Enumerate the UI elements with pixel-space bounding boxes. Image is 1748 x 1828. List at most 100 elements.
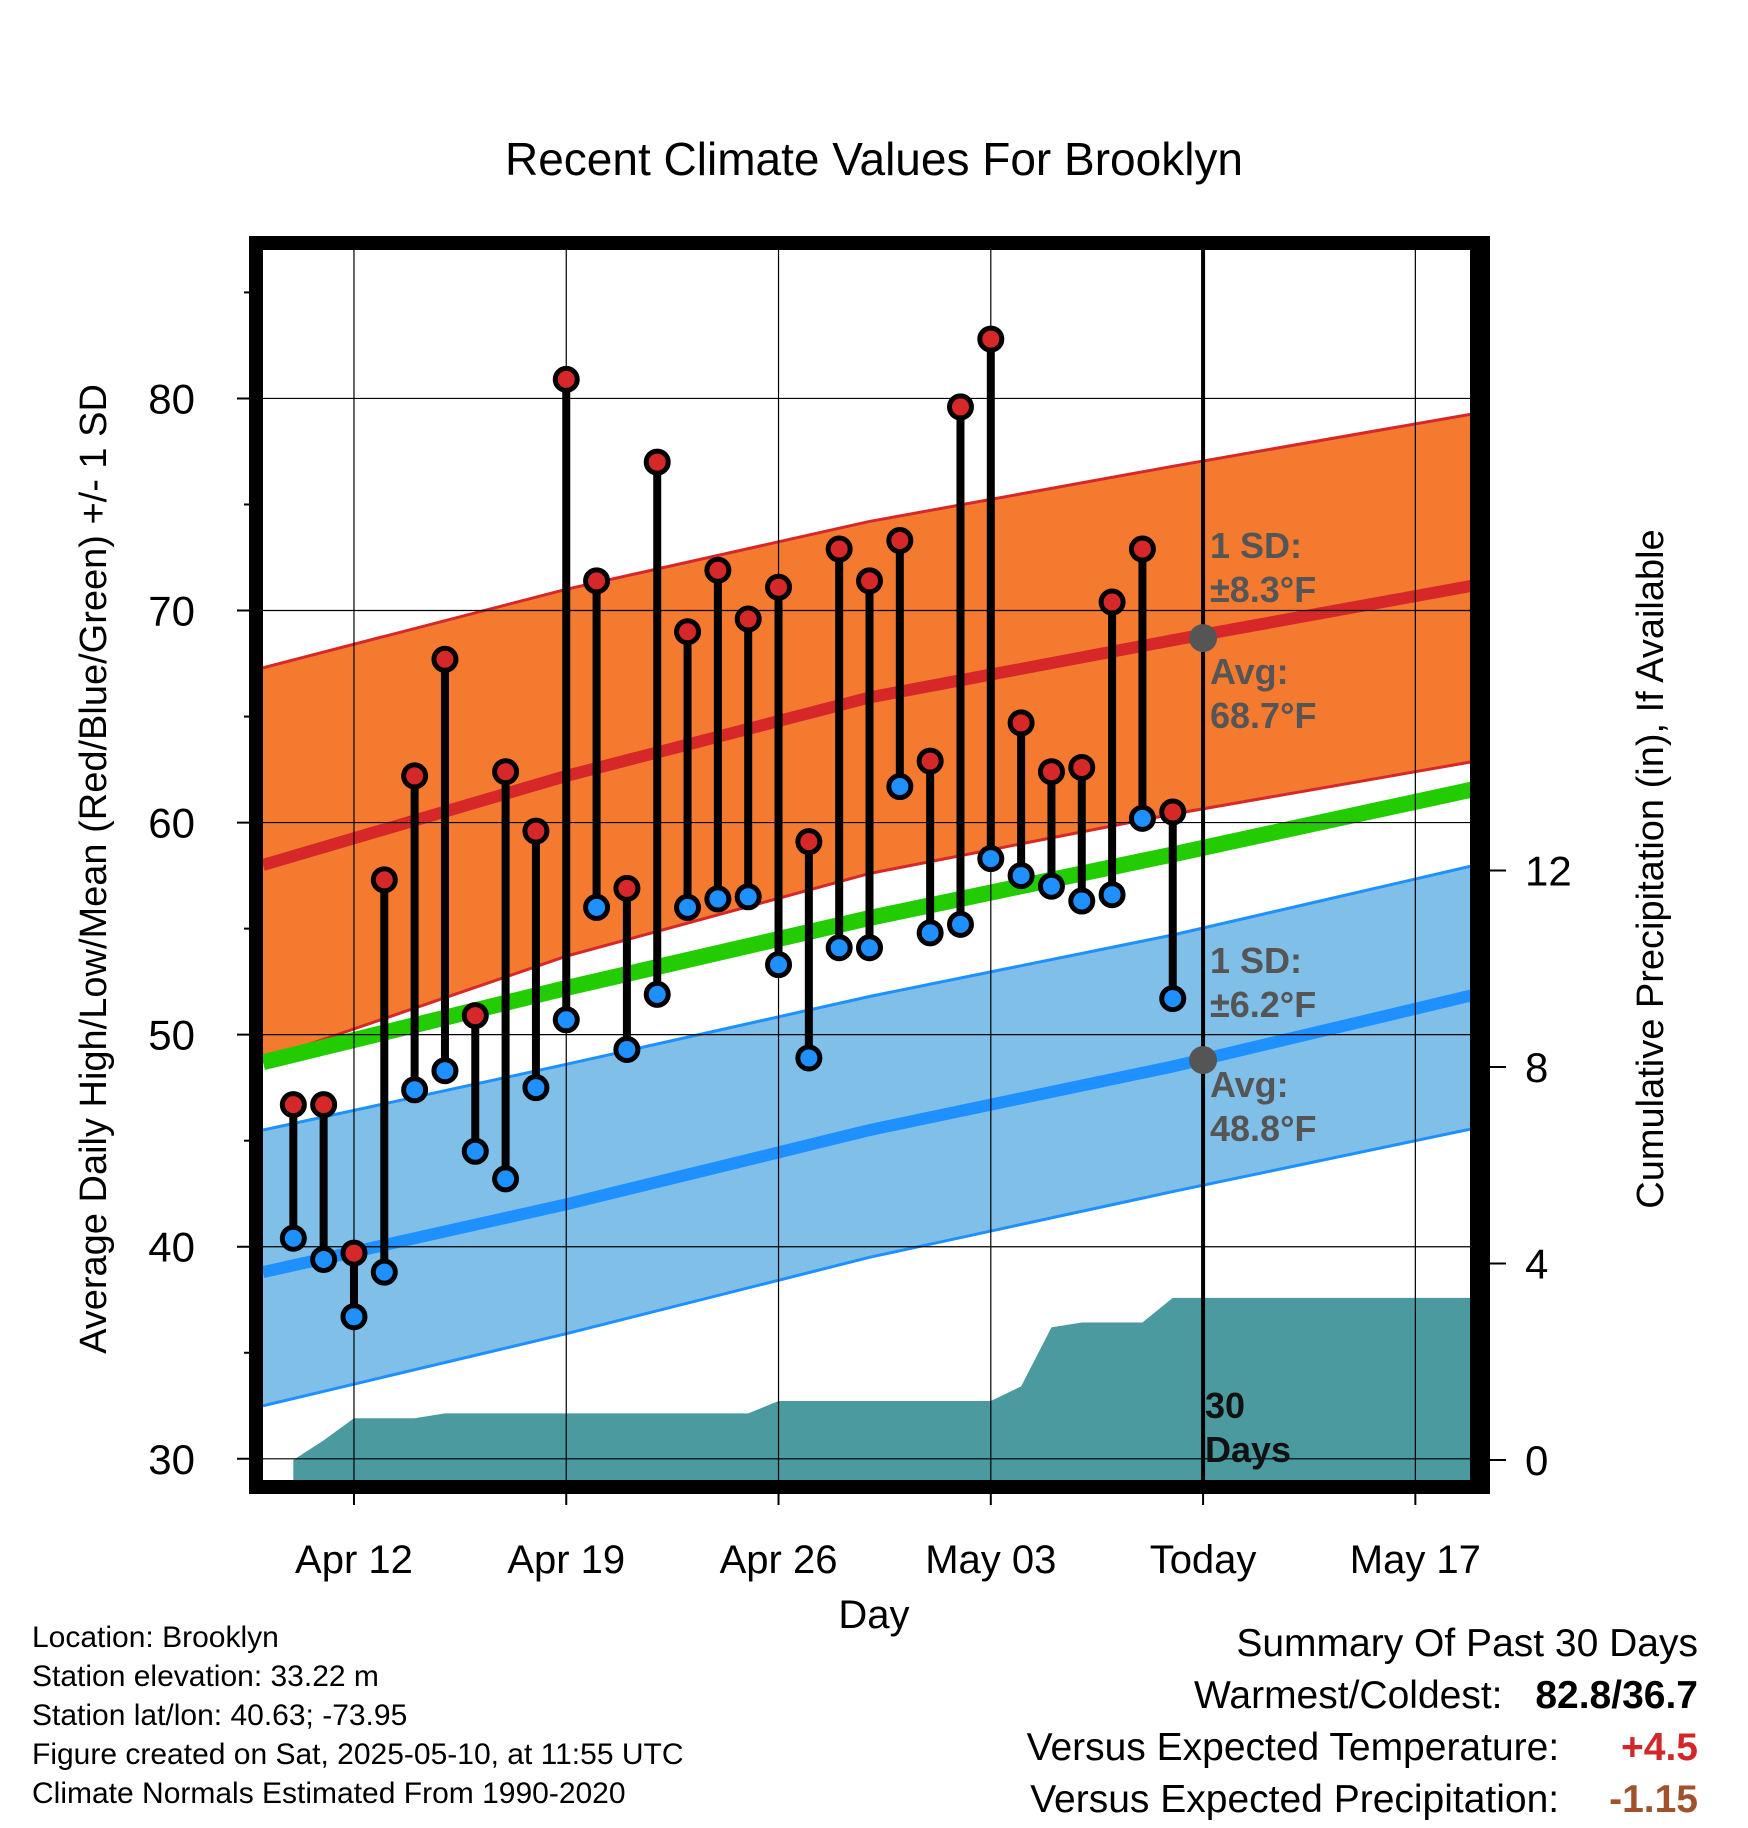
daily-low-point [643,980,671,1008]
y-tick-label: 50 [148,1012,195,1059]
daily-low-point [431,1057,459,1085]
daily-low-point [674,893,702,921]
daily-low-point [401,1076,429,1104]
daily-high-point [340,1239,368,1267]
daily-high-point [461,1002,489,1030]
station-info: Location: Brooklyn Station elevation: 33… [32,1618,684,1813]
daily-low-point [492,1165,520,1193]
daily-high-point [1098,588,1126,616]
daily-high-point [977,325,1005,353]
daily-low-point [613,1036,641,1063]
daily-high-point [704,556,732,584]
warmest-coldest-value: 82.8/36.7 [1535,1674,1698,1717]
high-avg-value: 68.7°F [1210,695,1316,736]
y2-tick-label: 8 [1525,1044,1548,1091]
x-tick-label: May 03 [925,1538,1056,1582]
daily-high-point [643,448,671,476]
daily-low-point [1128,804,1156,832]
summary-heading: Summary Of Past 30 Days [1236,1622,1698,1665]
daily-low-point [765,951,793,979]
daily-high-point [370,866,398,894]
low-sd-upper-line [263,863,1476,1132]
days-count-label2: Days [1205,1429,1291,1470]
precip-departure-value: -1.15 [1609,1778,1698,1821]
daily-low-point [977,845,1005,873]
low-sd-value: ±6.2°F [1210,984,1316,1025]
daily-high-point [401,762,429,790]
daily-high-point [1037,758,1065,786]
daily-high-point [1068,753,1096,781]
today-high-avg-marker [1189,624,1218,653]
y2-tick-label: 0 [1525,1437,1548,1484]
x-tick-label: Apr 12 [295,1538,413,1582]
high-avg-label: Avg: [1210,651,1289,692]
location-text: Location: Brooklyn [32,1621,279,1654]
daily-high-point [492,758,520,786]
daily-high-point [431,645,459,673]
y2-tick-label: 12 [1525,848,1572,895]
daily-high-point [583,567,611,595]
daily-low-point [461,1137,489,1165]
x-tick-label: Apr 26 [720,1538,838,1582]
normals-text: Climate Normals Estimated From 1990-2020 [32,1777,626,1810]
y-tick-label: 80 [148,375,195,422]
y-axis-label: Average Daily High/Low/Mean (Red/Blue/Gr… [73,384,115,1354]
daily-low-point [1007,862,1035,890]
daily-low-point [1037,872,1065,900]
precip-area [293,1297,1476,1480]
summary-panel: Summary Of Past 30 Days Warmest/Coldest:… [1027,1618,1698,1826]
daily-low-point [1098,881,1126,909]
temp-departure-label: Versus Expected Temperature: [1026,1726,1560,1769]
daily-low-point [825,934,853,962]
low-avg-label: Avg: [1210,1064,1289,1105]
y-tick-label: 70 [148,588,195,635]
temp-departure-value: +4.5 [1621,1726,1698,1769]
low-sd-lower-line [263,1126,1476,1408]
y2-axis-label: Cumulative Precipitation (in), If Availa… [1630,529,1672,1208]
daily-high-point [1128,535,1156,563]
x-tick-label: Today [1150,1538,1257,1582]
high-sd-value: ±8.3°F [1210,569,1316,610]
daily-low-point [1159,985,1187,1013]
latlon-text: Station lat/lon: 40.63; -73.95 [32,1699,408,1732]
daily-low-point [946,910,974,938]
daily-low-point [734,883,762,911]
x-axis-label: Day [838,1593,909,1637]
days-count-label: 30 [1205,1385,1245,1426]
x-tick-label: May 17 [1350,1538,1481,1582]
daily-high-point [522,817,550,845]
daily-low-point [583,893,611,921]
normal-low-line [263,988,1476,1279]
daily-low-point [552,1006,580,1034]
warmest-coldest-label: Warmest/Coldest: [1194,1674,1503,1717]
daily-high-point [946,393,974,421]
daily-high-point [734,605,762,633]
daily-high-point [1159,798,1187,826]
daily-high-point [795,828,823,856]
daily-high-point [310,1091,338,1119]
y-tick-label: 30 [148,1436,195,1483]
elevation-text: Station elevation: 33.22 m [32,1660,379,1693]
daily-low-point [1068,887,1096,915]
low-sd-label: 1 SD: [1210,940,1302,981]
daily-low-point [916,919,944,947]
daily-high-point [856,567,883,595]
daily-high-point [613,874,641,902]
chart-title: Recent Climate Values For Brooklyn [505,133,1243,185]
daily-low-point [370,1258,398,1286]
high-sd-upper-line [263,411,1476,670]
daily-low-point [340,1303,368,1331]
daily-high-point [552,365,580,393]
daily-low-point [886,773,914,801]
daily-high-point [674,618,702,646]
daily-low-point [795,1044,823,1072]
created-text: Figure created on Sat, 2025-05-10, at 11… [32,1738,684,1771]
y2-tick-label: 4 [1525,1241,1548,1288]
y-tick-label: 60 [148,800,195,847]
daily-low-point [522,1074,550,1102]
low-avg-value: 48.8°F [1210,1108,1316,1149]
daily-high-point [765,573,793,601]
y-tick-label: 40 [148,1224,195,1271]
daily-low-point [279,1224,307,1252]
